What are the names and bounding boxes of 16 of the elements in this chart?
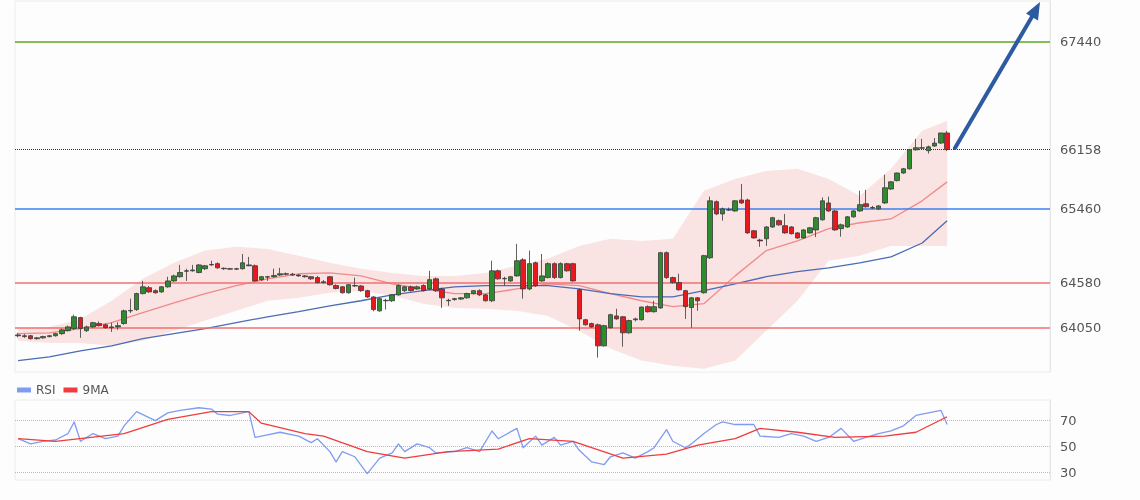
line-series [17, 220, 948, 362]
line-series [17, 181, 948, 335]
y-tick-label: 30 [1060, 464, 1077, 480]
line-series [17, 410, 948, 459]
y-tick-label: 64050 [1060, 319, 1102, 335]
candlestick [446, 298, 451, 307]
candlestick [757, 238, 763, 248]
y-tick-label: 67440 [1060, 33, 1102, 49]
line-series [17, 407, 948, 475]
y-tick-label: 50 [1060, 438, 1077, 454]
legend-label: RSI [36, 383, 56, 397]
y-tick-label: 65460 [1060, 200, 1102, 216]
y-tick-label: 70 [1060, 413, 1077, 429]
y-tick-label: 64580 [1060, 275, 1102, 291]
y-tick-label: 66158 [1060, 142, 1102, 158]
legend-label: 9MA [82, 383, 110, 397]
